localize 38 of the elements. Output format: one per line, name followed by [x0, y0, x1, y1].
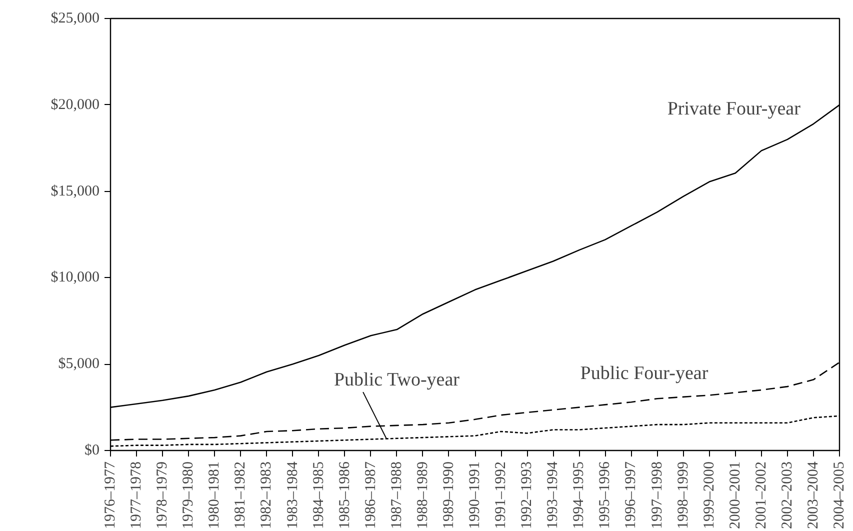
x-tick-label: 1976–1977 [102, 461, 118, 529]
x-tick-label: 1985–1986 [336, 461, 353, 529]
x-tick-label: 1986–1987 [362, 461, 379, 529]
y-tick-label: $20,000 [50, 96, 100, 113]
x-tick-label: 1992–1993 [519, 462, 536, 529]
x-tick-label: 1982–1983 [258, 462, 275, 529]
x-tick-label: 1995–1996 [597, 461, 614, 529]
x-tick-label: 1980–1981 [206, 462, 223, 529]
x-tick-label: 1979–1980 [180, 462, 197, 529]
x-tick-label: 2003–2004 [805, 461, 822, 529]
x-tick-label: 1998–1999 [675, 462, 692, 529]
x-tick-label: 1996–1997 [623, 461, 640, 529]
x-tick-label: 1990–1991 [467, 462, 483, 529]
x-tick-label: 2001–2002 [753, 462, 770, 529]
x-tick-label: 1989–1990 [440, 462, 457, 529]
x-tick-label: 1984–1985 [310, 462, 327, 529]
x-tick-label: 1977–1978 [128, 462, 145, 529]
x-tick-label: 1987–1988 [388, 462, 405, 529]
x-tick-label: 1999–2000 [701, 462, 718, 529]
y-tick-label: $15,000 [50, 183, 100, 200]
y-tick-label: $25,000 [50, 10, 100, 26]
x-tick-label: 1994–1995 [571, 462, 588, 529]
series-label: Private Four-year [667, 98, 802, 120]
y-tick-label: $5,000 [58, 356, 100, 372]
text: Public Two-year [334, 369, 460, 390]
x-tick-label: 1988–1989 [414, 462, 431, 529]
series-label: Public Four-year [580, 363, 709, 384]
x-tick-label: 2000–2001 [727, 462, 744, 529]
y-tick-label: $10,000 [50, 270, 100, 286]
x-tick-label: 1991–1992 [493, 462, 510, 529]
x-tick-label: 1983–1984 [284, 461, 301, 529]
x-tick-label: 2004–2005 [832, 462, 848, 529]
x-tick-label: 1978–1979 [154, 462, 171, 529]
x-tick-label: 1981–1982 [232, 462, 249, 529]
y-tick-label: $0 [84, 442, 100, 458]
x-tick-label: 1993–1994 [545, 461, 562, 529]
x-tick-label: 2002–2003 [779, 462, 796, 529]
x-tick-label: 1997–1998 [649, 462, 666, 529]
